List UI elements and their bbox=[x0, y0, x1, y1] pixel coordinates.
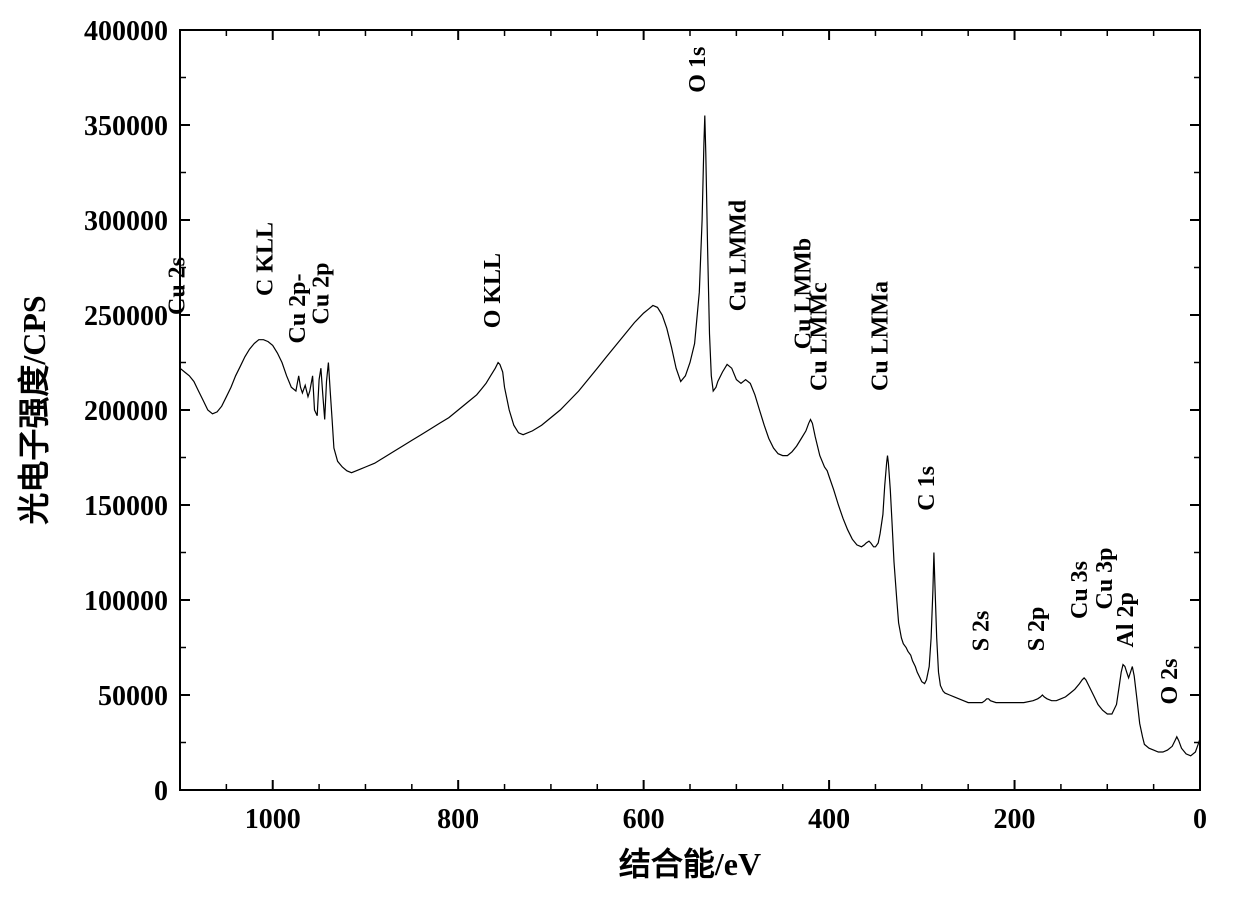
svg-text:1000: 1000 bbox=[245, 804, 301, 835]
peak-label-al-2p: Al 2p bbox=[1113, 592, 1139, 647]
peak-label-o-2s: O 2s bbox=[1157, 658, 1183, 704]
svg-text:300000: 300000 bbox=[84, 206, 168, 237]
svg-text:200: 200 bbox=[994, 804, 1036, 835]
peak-label-cu-lmmc: Cu LMMc bbox=[806, 282, 832, 391]
peak-label-s-2s: S 2s bbox=[969, 611, 995, 652]
svg-text:400000: 400000 bbox=[84, 16, 168, 47]
peak-label-c-kll: C KLL bbox=[253, 222, 279, 296]
svg-text:800: 800 bbox=[437, 804, 479, 835]
peak-label-cu-2p: Cu 2p bbox=[308, 262, 334, 324]
peak-label-cu-3s: Cu 3s bbox=[1067, 561, 1093, 619]
svg-text:50000: 50000 bbox=[98, 681, 168, 712]
svg-text:600: 600 bbox=[623, 804, 665, 835]
svg-text:250000: 250000 bbox=[84, 301, 168, 332]
svg-text:200000: 200000 bbox=[84, 396, 168, 427]
svg-text:100000: 100000 bbox=[84, 586, 168, 617]
svg-text:350000: 350000 bbox=[84, 111, 168, 142]
svg-text:150000: 150000 bbox=[84, 491, 168, 522]
y-axis-label: 光电子强度/CPS bbox=[16, 295, 52, 524]
peak-label-cu-2s: Cu 2s bbox=[165, 257, 191, 315]
peak-label-cu-2p: Cu 2p- bbox=[285, 273, 311, 343]
svg-text:400: 400 bbox=[808, 804, 850, 835]
peak-label-cu-lmma: Cu LMMa bbox=[868, 281, 894, 391]
peak-label-o-kll: O KLL bbox=[480, 253, 506, 328]
svg-text:0: 0 bbox=[1193, 804, 1207, 835]
peak-label-s-2p: S 2p bbox=[1024, 607, 1050, 652]
x-axis-label: 结合能/eV bbox=[619, 846, 761, 882]
peak-label-o-1s: O 1s bbox=[685, 47, 711, 93]
svg-text:0: 0 bbox=[154, 776, 168, 807]
xps-spectrum-chart: 0 200 400 600 800 1000 0 50000 100000 150000 20000… bbox=[0, 0, 1240, 903]
peak-label-c-1s: C 1s bbox=[914, 466, 940, 511]
peak-label-cu-lmmd: Cu LMMd bbox=[726, 199, 752, 311]
